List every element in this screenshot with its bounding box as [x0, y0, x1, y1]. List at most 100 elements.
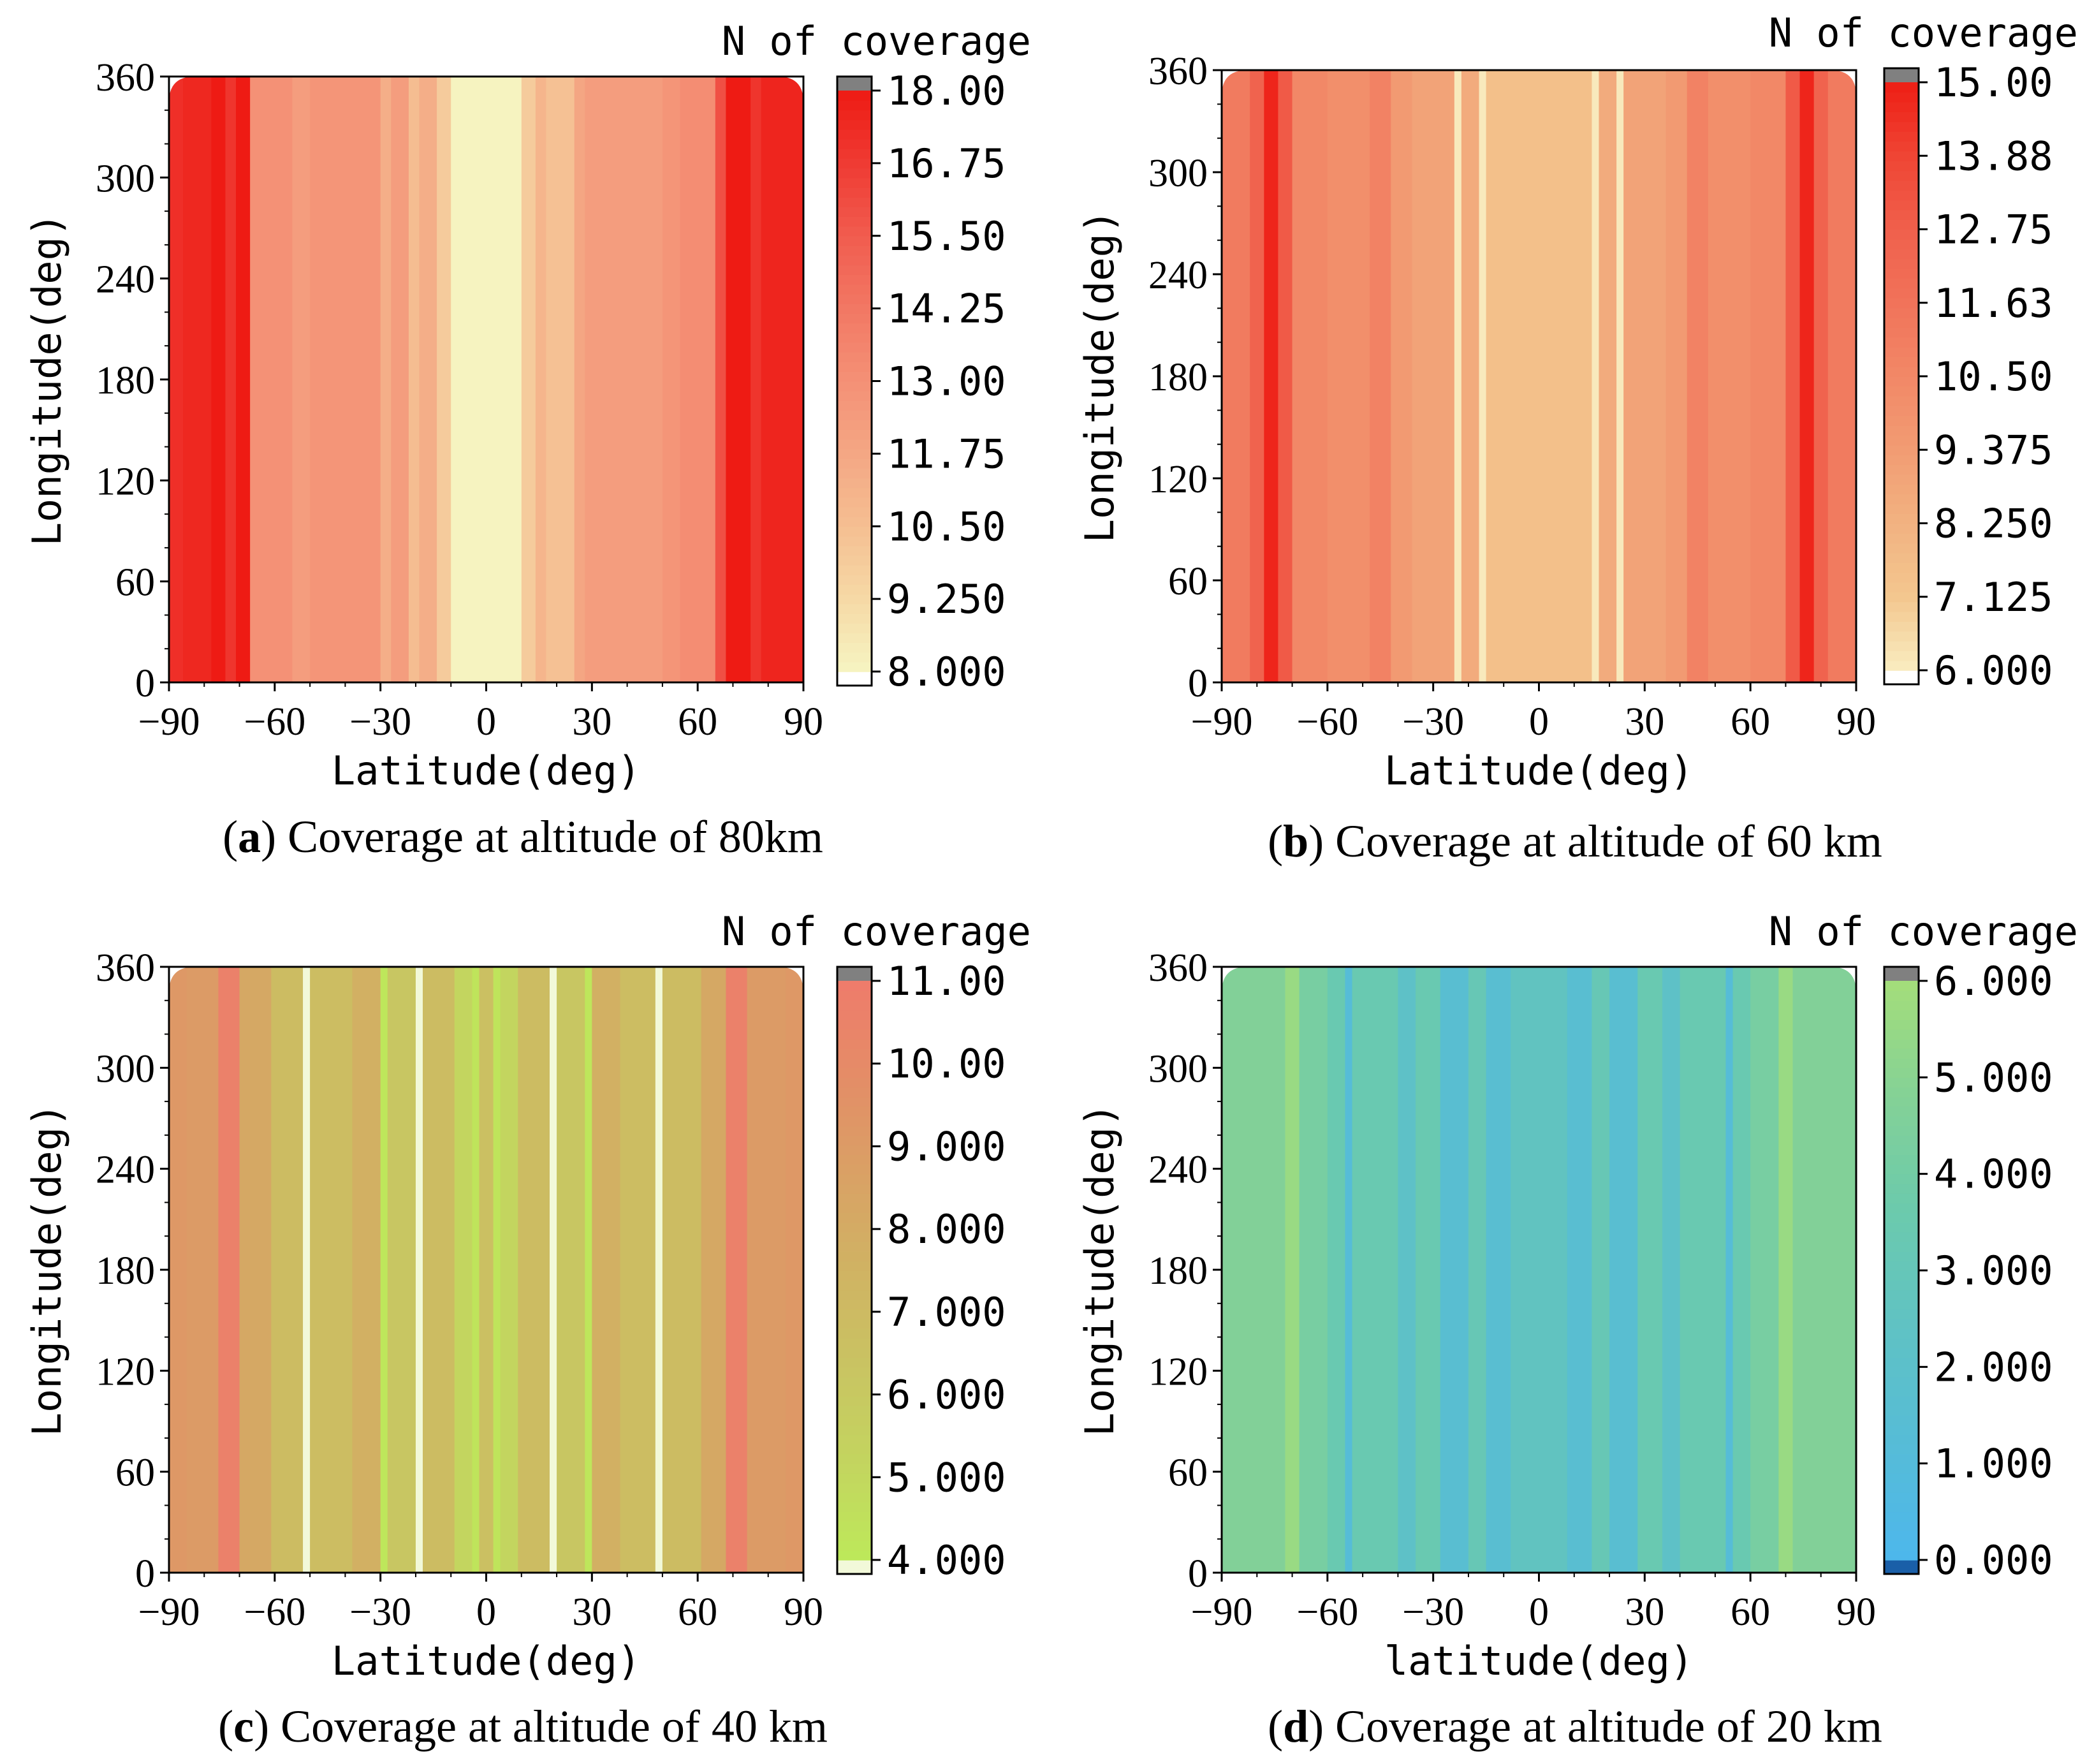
colorbar-segment [837, 304, 872, 314]
y-tick-label: 60 [115, 1452, 155, 1495]
y-tick-label: 180 [1148, 356, 1208, 399]
colorbar-tick-label: 10.50 [1934, 353, 2053, 400]
coverage-band [1486, 967, 1511, 1573]
colorbar-segment [1884, 1000, 1919, 1011]
coverage-band [493, 967, 501, 1573]
colorbar-segment [1884, 1492, 1919, 1503]
colorbar-underflow-cap [1884, 1560, 1919, 1574]
coverage-band [250, 77, 293, 682]
y-tick-label: 180 [1148, 1249, 1208, 1293]
x-tick-label: 60 [678, 700, 717, 744]
colorbar-segment [837, 1367, 872, 1378]
caption-label: c [233, 1701, 254, 1752]
coverage-band [415, 967, 423, 1573]
coverage-band [1398, 967, 1416, 1573]
colorbar-segment [1884, 1348, 1919, 1358]
colorbar-segment [837, 274, 872, 285]
coverage-band [1416, 967, 1441, 1573]
caption-paren-close: ) [254, 1701, 281, 1752]
x-tick-label: −90 [138, 1591, 200, 1634]
colorbar-segment [1884, 1463, 1919, 1474]
colorbar-tick-label: 12.75 [1934, 207, 2053, 253]
y-tick-label: 360 [1148, 946, 1208, 990]
colorbar-segment [1884, 1357, 1919, 1368]
colorbar-segment [837, 1106, 872, 1117]
colorbar-segment [837, 1270, 872, 1281]
colorbar-segment [837, 1231, 872, 1242]
colorbar-segment [837, 342, 872, 353]
colorbar-segment [1884, 121, 1919, 132]
y-tick-label: 360 [96, 946, 155, 990]
coverage-band [423, 967, 455, 1573]
colorbar-segment [1884, 160, 1919, 172]
y-axis-label: Longitude(deg) [24, 1103, 70, 1437]
colorbar-segment [1884, 1415, 1919, 1425]
colorbar-segment [837, 1154, 872, 1165]
colorbar-segment [1884, 1376, 1919, 1387]
colorbar-tick-label: 8.000 [887, 649, 1006, 695]
colorbar-segment [1884, 278, 1919, 289]
colorbar-segment [837, 400, 872, 411]
y-tick-label: 300 [1148, 152, 1208, 195]
colorbar-segment [1884, 239, 1919, 250]
colorbar-segment [1884, 1222, 1919, 1233]
colorbar-segment [1884, 356, 1919, 367]
y-tick-label: 240 [96, 1149, 155, 1192]
colorbar-segment [837, 1473, 872, 1483]
colorbar-segment [1884, 1145, 1919, 1156]
colorbar-segment [837, 197, 872, 207]
colorbar-segment [837, 1337, 872, 1348]
colorbar-segment [1884, 503, 1919, 514]
colorbar-tick-label: 10.00 [887, 1041, 1006, 1087]
colorbar-segment [1884, 1453, 1919, 1464]
colorbar-segment [837, 1405, 872, 1416]
colorbar-segment [1884, 1106, 1919, 1117]
colorbar-segment [837, 1511, 872, 1522]
chart-panel-a: −90 −60 −30 0 30 60 90 0 60 120 180 240 300 360 Latitu… [24, 18, 1031, 862]
colorbar-segment [837, 1531, 872, 1541]
coverage-band [1750, 70, 1787, 682]
coverage-band [620, 967, 656, 1573]
x-tick-label: 30 [572, 1591, 611, 1634]
x-tick-label: 90 [784, 700, 823, 744]
colorbar-segment [1884, 1502, 1919, 1513]
coverage-band [518, 967, 550, 1573]
colorbar-tick-label: 6.000 [1934, 647, 2053, 694]
colorbar-segment [1884, 258, 1919, 269]
colorbar-segment [837, 420, 872, 430]
coverage-band [310, 77, 381, 682]
colorbar-segment [1884, 1386, 1919, 1397]
colorbar-segment [837, 468, 872, 479]
caption-paren-open: ( [223, 811, 238, 862]
colorbar-segment [1884, 582, 1919, 592]
x-axis-label: Latitude(deg) [332, 1638, 641, 1684]
colorbar-segment [837, 487, 872, 498]
colorbar-segment [837, 1348, 872, 1358]
colorbar-segment [837, 603, 872, 614]
coverage-band [1370, 70, 1391, 682]
coverage-band [1592, 967, 1610, 1573]
y-tick-label: 180 [96, 1249, 155, 1293]
colorbar-segment [837, 506, 872, 517]
colorbar-segment [837, 371, 872, 382]
colorbar-segment [837, 594, 872, 605]
y-tick-label: 300 [96, 157, 155, 200]
colorbar-segment [837, 177, 872, 188]
colorbar-segment [837, 584, 872, 595]
colorbar-tick-label: 10.50 [887, 503, 1006, 550]
caption-text: Coverage at altitude of 60 km [1335, 816, 1882, 867]
colorbar-segment [1884, 327, 1919, 338]
x-tick-label: 30 [572, 700, 611, 744]
caption-label: b [1283, 816, 1308, 867]
coverage-band [479, 967, 494, 1573]
coverage-band [1750, 967, 1779, 1573]
coverage-band [1285, 967, 1300, 1573]
colorbar-tick-label: 13.00 [887, 358, 1006, 405]
colorbar-segment [1884, 640, 1919, 652]
colorbar-segment [1884, 219, 1919, 230]
colorbar-segment [1884, 1270, 1919, 1281]
x-tick-label: −30 [349, 700, 411, 744]
coverage-band [352, 967, 381, 1573]
colorbar-segment [1884, 376, 1919, 387]
